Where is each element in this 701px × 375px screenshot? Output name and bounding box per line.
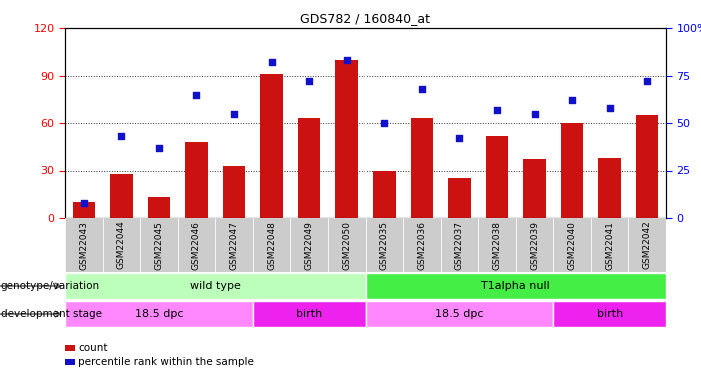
Bar xyxy=(148,197,170,218)
Bar xyxy=(260,74,283,218)
Bar xyxy=(365,300,553,327)
Point xyxy=(191,92,202,98)
Point xyxy=(491,107,503,113)
Text: GSM22040: GSM22040 xyxy=(568,221,577,270)
Point xyxy=(641,78,653,84)
Text: GSM22036: GSM22036 xyxy=(417,221,426,270)
Text: T1alpha null: T1alpha null xyxy=(482,281,550,291)
Bar xyxy=(223,166,245,218)
Bar xyxy=(365,273,666,300)
Point xyxy=(266,59,277,65)
Text: GSM22047: GSM22047 xyxy=(229,221,238,270)
Point xyxy=(116,133,127,139)
Text: GSM22037: GSM22037 xyxy=(455,221,464,270)
Point xyxy=(416,86,428,92)
Point xyxy=(566,97,578,103)
Bar xyxy=(140,218,177,272)
Text: development stage: development stage xyxy=(1,309,102,319)
Text: 18.5 dpc: 18.5 dpc xyxy=(435,309,484,319)
Bar xyxy=(110,174,132,218)
Text: birth: birth xyxy=(296,309,322,319)
Text: 18.5 dpc: 18.5 dpc xyxy=(135,309,183,319)
Bar xyxy=(486,136,508,218)
Text: percentile rank within the sample: percentile rank within the sample xyxy=(79,357,254,367)
Bar xyxy=(553,300,666,327)
Point xyxy=(154,145,165,151)
Bar xyxy=(328,218,365,272)
Text: genotype/variation: genotype/variation xyxy=(1,281,100,291)
Point xyxy=(454,135,465,141)
Bar xyxy=(65,300,253,327)
Bar xyxy=(561,123,583,218)
Bar xyxy=(411,118,433,218)
Text: GSM22039: GSM22039 xyxy=(530,221,539,270)
Text: GSM22043: GSM22043 xyxy=(79,221,88,270)
Bar xyxy=(185,142,207,218)
Bar xyxy=(599,158,621,218)
Point xyxy=(79,200,90,206)
Bar xyxy=(478,218,516,272)
Text: birth: birth xyxy=(597,309,622,319)
Bar xyxy=(448,178,470,218)
Text: GSM22042: GSM22042 xyxy=(643,221,652,270)
Bar xyxy=(72,202,95,218)
Text: GSM22048: GSM22048 xyxy=(267,221,276,270)
Bar xyxy=(65,218,102,272)
Bar xyxy=(365,218,403,272)
Bar xyxy=(298,118,320,218)
Text: GSM22044: GSM22044 xyxy=(117,221,126,270)
Text: GSM22045: GSM22045 xyxy=(154,221,163,270)
Bar xyxy=(215,218,253,272)
Text: GSM22050: GSM22050 xyxy=(342,221,351,270)
Bar xyxy=(441,218,478,272)
Bar xyxy=(102,218,140,272)
Bar xyxy=(336,60,358,218)
Text: wild type: wild type xyxy=(190,281,240,291)
Text: count: count xyxy=(79,343,108,353)
Text: GSM22046: GSM22046 xyxy=(192,221,201,270)
Text: GSM22041: GSM22041 xyxy=(605,221,614,270)
Bar xyxy=(403,218,441,272)
Bar xyxy=(253,218,290,272)
Bar xyxy=(177,218,215,272)
Text: GSM22038: GSM22038 xyxy=(493,221,501,270)
Point xyxy=(604,105,615,111)
Bar xyxy=(636,115,658,218)
Bar xyxy=(253,300,365,327)
Bar xyxy=(591,218,628,272)
Bar xyxy=(65,273,365,300)
Bar xyxy=(516,218,553,272)
Point xyxy=(229,111,240,117)
Point xyxy=(341,57,353,63)
Text: GSM22049: GSM22049 xyxy=(305,221,313,270)
Point xyxy=(529,111,540,117)
Bar xyxy=(628,218,666,272)
Text: GSM22035: GSM22035 xyxy=(380,221,389,270)
Bar xyxy=(373,171,395,218)
Point xyxy=(304,78,315,84)
Title: GDS782 / 160840_at: GDS782 / 160840_at xyxy=(301,12,430,26)
Bar xyxy=(523,159,546,218)
Bar xyxy=(553,218,591,272)
Bar xyxy=(290,218,328,272)
Point xyxy=(379,120,390,126)
